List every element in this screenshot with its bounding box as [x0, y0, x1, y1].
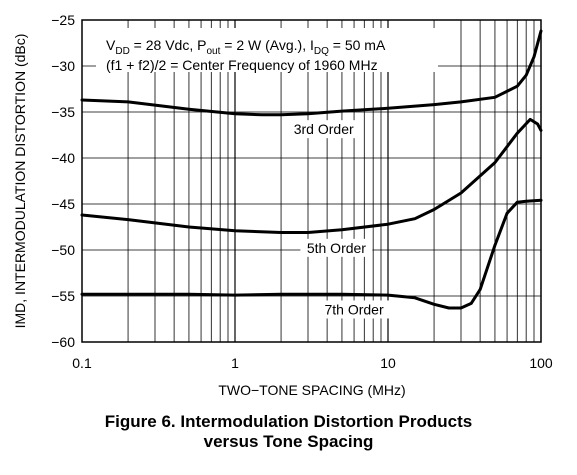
series-label-bg: [318, 300, 391, 319]
vdd-text: = 28 Vdc,: [130, 37, 197, 53]
idq-text: = 50 mA: [329, 37, 386, 53]
y-tick-label: −25: [51, 12, 75, 28]
series-label-3: 7th Order: [324, 301, 383, 317]
legend-box-bg: [96, 28, 438, 72]
y-axis-label: IMD, INTERMODULATION DISTORTION (dBc): [12, 34, 28, 329]
y-tick-label: −40: [51, 150, 75, 166]
pout-symbol: P: [197, 37, 206, 53]
idq-symbol: I: [310, 37, 314, 53]
y-tick-label: −60: [51, 334, 75, 350]
series-label-bg: [287, 120, 360, 139]
plot-frame: [81, 19, 542, 343]
series-line-1: [80, 29, 543, 117]
series-label-1: 3rd Order: [294, 121, 354, 137]
y-tick-label: −35: [51, 104, 75, 120]
conditions-line-2: (f1 + f2)/2 = Center Frequency of 1960 M…: [106, 57, 378, 73]
series-line-3: [80, 198, 543, 310]
x-tick-label: 1: [231, 355, 239, 371]
series-label-2: 5th Order: [307, 240, 366, 256]
series-lines: 3rd Order 5th Order 7th Order: [80, 29, 543, 319]
vdd-symbol: V: [106, 37, 116, 53]
figure-caption: Figure 6. Intermodulation Distortion Pro…: [0, 412, 577, 452]
y-tick-label: −45: [51, 196, 75, 212]
x-axis-label: TWO−TONE SPACING (MHz): [218, 382, 405, 398]
y-tick-label: −50: [51, 242, 75, 258]
x-tick-label: 100: [529, 355, 553, 371]
x-tick-label: 10: [380, 355, 396, 371]
vdd-subscript: DD: [115, 46, 129, 57]
conditions-line-1: VDD = 28 Vdc, Pout = 2 W (Avg.), IDQ = 5…: [106, 37, 386, 57]
pout-text: = 2 W (Avg.),: [220, 37, 310, 53]
figure-caption-line-2: versus Tone Spacing: [203, 432, 374, 451]
idq-subscript: DQ: [314, 46, 329, 57]
y-tick-label: −55: [51, 288, 75, 304]
x-tick-label: 0.1: [72, 355, 92, 371]
figure-caption-line-1: Figure 6. Intermodulation Distortion Pro…: [104, 412, 473, 431]
tick-labels: 0.1 1 10 100 −25 −30 −35 −40 −45 −50 −55 −60: [51, 12, 553, 371]
series-label-bg: [300, 238, 373, 257]
y-tick-label: −30: [51, 58, 75, 74]
series-line-2: [80, 117, 543, 234]
grid-lines: [82, 20, 541, 342]
pout-subscript: out: [206, 46, 220, 57]
imd-chart: 3rd Order 5th Order 7th Order 0.1 1 10 100 −25…: [12, 12, 553, 398]
